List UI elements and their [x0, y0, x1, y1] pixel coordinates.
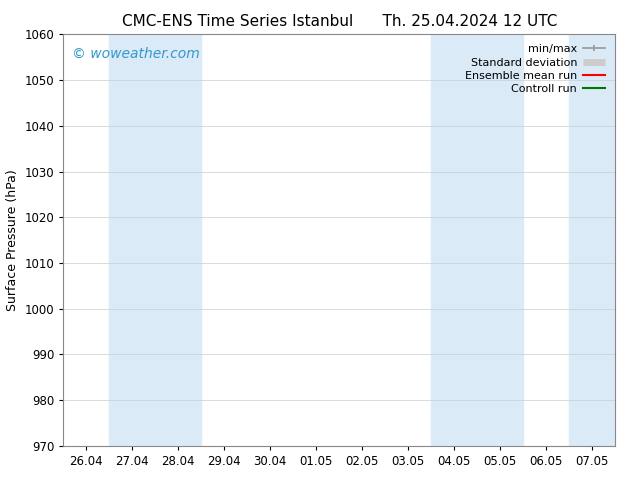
Title: CMC-ENS Time Series Istanbul      Th. 25.04.2024 12 UTC: CMC-ENS Time Series Istanbul Th. 25.04.2… — [122, 14, 557, 29]
Bar — [569, 34, 615, 446]
Bar — [431, 34, 523, 446]
Legend: min/max, Standard deviation, Ensemble mean run, Controll run: min/max, Standard deviation, Ensemble me… — [460, 40, 609, 99]
Y-axis label: Surface Pressure (hPa): Surface Pressure (hPa) — [6, 169, 19, 311]
Text: © woweather.com: © woweather.com — [72, 47, 200, 61]
Bar — [110, 34, 202, 446]
